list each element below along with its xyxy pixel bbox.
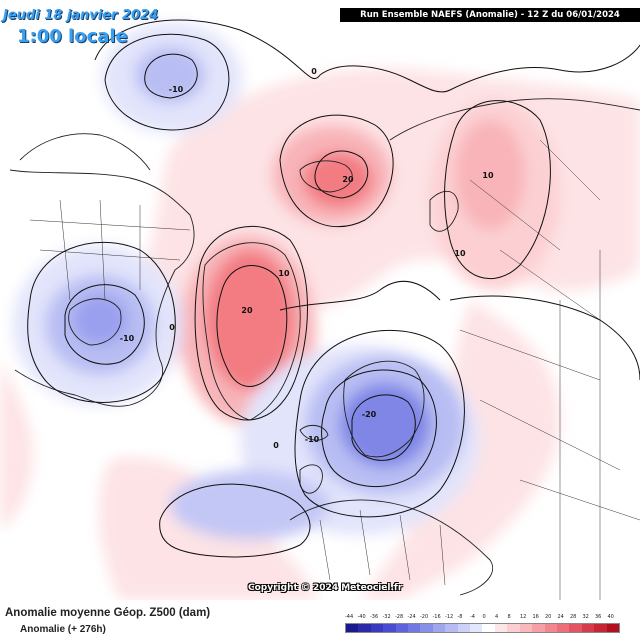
british-isles xyxy=(299,464,323,494)
legend-label: -8 xyxy=(457,614,463,620)
legend-swatches xyxy=(345,623,620,633)
legend-label: 32 xyxy=(582,614,589,620)
legend-swatch xyxy=(519,624,533,632)
legend-label: 0 xyxy=(482,614,486,620)
siberia-zero-contour xyxy=(449,295,640,381)
legend-label: 4 xyxy=(495,614,499,620)
canada-ring-inner xyxy=(64,284,145,365)
europe-coast xyxy=(289,499,493,596)
color-legend: -44 -40 -36 -32 -28 -24 -20 -16 -12 -8 -4 0 4 8 12 16 20… xyxy=(345,614,620,636)
legend-swatch xyxy=(581,624,595,632)
legend-label: -36 xyxy=(370,614,379,620)
contour-label-group: -10 20 10 10 20 10 -10 0 -20 -10 0 0 xyxy=(120,67,494,450)
legend-swatch xyxy=(358,624,371,632)
pacific-low-ring-inner xyxy=(144,53,198,99)
legend-swatch xyxy=(507,624,520,632)
contour-label-pacific-zero: 0 xyxy=(311,67,317,76)
legend-swatch xyxy=(445,624,458,632)
forecast-date: Jeudi 18 janvier 2024 xyxy=(3,8,159,23)
contour-label-pacific-low: -10 xyxy=(169,85,184,94)
legend-swatch xyxy=(383,624,396,632)
contour-label-arctic-high: 20 xyxy=(342,175,354,184)
contour-label-siberia-high: 10 xyxy=(482,171,494,180)
legend-label: 36 xyxy=(595,614,602,620)
map-subtitle: Anomalie (+ 276h) xyxy=(20,624,106,635)
legend-label: -4 xyxy=(470,614,475,620)
contour-label-atlantic-zero: 0 xyxy=(273,441,279,450)
greenland-ring-inner xyxy=(216,265,288,387)
legend-label: -40 xyxy=(357,614,366,620)
iceland xyxy=(299,424,329,441)
legend-swatch xyxy=(606,624,619,632)
legend-swatch xyxy=(457,624,471,632)
legend-swatch xyxy=(370,624,384,632)
legend-swatch xyxy=(494,624,508,632)
arctic-high-ring-inner xyxy=(314,150,369,199)
europe-ring-outer xyxy=(294,329,465,518)
contour-label-canada-zero: 0 xyxy=(169,323,175,332)
borders xyxy=(29,139,640,600)
run-banner: Run Ensemble NAEFS (Anomalie) - 12 Z du … xyxy=(340,8,640,22)
legend-label: 12 xyxy=(520,614,527,620)
legend-label: 16 xyxy=(532,614,539,620)
legend-swatch xyxy=(569,624,582,632)
canada-ring-outer xyxy=(27,241,176,403)
novaya-zemlya xyxy=(429,190,459,232)
legend-label: 20 xyxy=(545,614,552,620)
contour-label-greenland-high: 20 xyxy=(241,306,253,315)
legend-swatch xyxy=(346,624,359,632)
alaska-coast xyxy=(19,133,151,171)
legend-label: -20 xyxy=(420,614,429,620)
legend-swatch xyxy=(408,624,421,632)
legend-swatch xyxy=(532,624,545,632)
contour-label-atlantic-low: -10 xyxy=(305,435,320,444)
legend-swatch xyxy=(470,624,483,632)
hudson-bay xyxy=(68,298,122,346)
contour-label-europe-low: -20 xyxy=(362,410,377,419)
pacific-low-ring-outer xyxy=(104,33,230,131)
forecast-local-time: 1:00 locale xyxy=(17,26,128,47)
contour-label-canada-low: -10 xyxy=(120,334,135,343)
legend-label: -24 xyxy=(407,614,416,620)
legend-swatch xyxy=(395,624,409,632)
europe-ring-inner xyxy=(351,394,416,461)
legend-label: -28 xyxy=(395,614,404,620)
bottom-bar xyxy=(0,600,640,640)
greenland-ring-outer xyxy=(194,225,308,421)
legend-label: -32 xyxy=(382,614,391,620)
anomaly-fields xyxy=(0,23,640,600)
copyright-notice: Copyright © 2024 Meteociel.fr xyxy=(248,583,403,593)
legend-swatch xyxy=(594,624,607,632)
atlantic-low-contour xyxy=(159,483,311,558)
europe-ring-mid xyxy=(321,369,437,487)
north-america-coast xyxy=(9,169,195,407)
legend-label: 28 xyxy=(570,614,577,620)
europe-zero-contour xyxy=(279,280,441,311)
legend-label: -12 xyxy=(445,614,454,620)
legend-label: 40 xyxy=(607,614,614,620)
contour-label-greenland-ring: 10 xyxy=(278,269,290,278)
legend-swatch xyxy=(482,624,495,632)
legend-label: -16 xyxy=(432,614,441,620)
anomaly-map: -10 20 10 10 20 10 -10 0 -20 -10 0 0 xyxy=(0,19,640,600)
legend-swatch xyxy=(556,624,570,632)
greenland-coast xyxy=(202,242,301,421)
siberia-coast xyxy=(389,98,640,141)
legend-labels: -44 -40 -36 -32 -28 -24 -20 -16 -12 -8 -4 0 4 8 12 16 20… xyxy=(345,614,620,622)
legend-swatch xyxy=(432,624,446,632)
legend-swatch xyxy=(544,624,557,632)
contour-lines xyxy=(27,19,640,558)
coastlines xyxy=(9,98,640,596)
contour-label-siberia-high-2: 10 xyxy=(454,249,466,258)
map-title: Anomalie moyenne Géop. Z500 (dam) xyxy=(5,607,211,619)
legend-swatch xyxy=(420,624,433,632)
pacific-zero-contour xyxy=(94,19,640,93)
arctic-high-ring-outer xyxy=(279,114,394,228)
legend-label: 8 xyxy=(507,614,511,620)
legend-label: 24 xyxy=(557,614,564,620)
siberia-ring xyxy=(444,100,551,280)
legend-label: -44 xyxy=(345,614,354,620)
